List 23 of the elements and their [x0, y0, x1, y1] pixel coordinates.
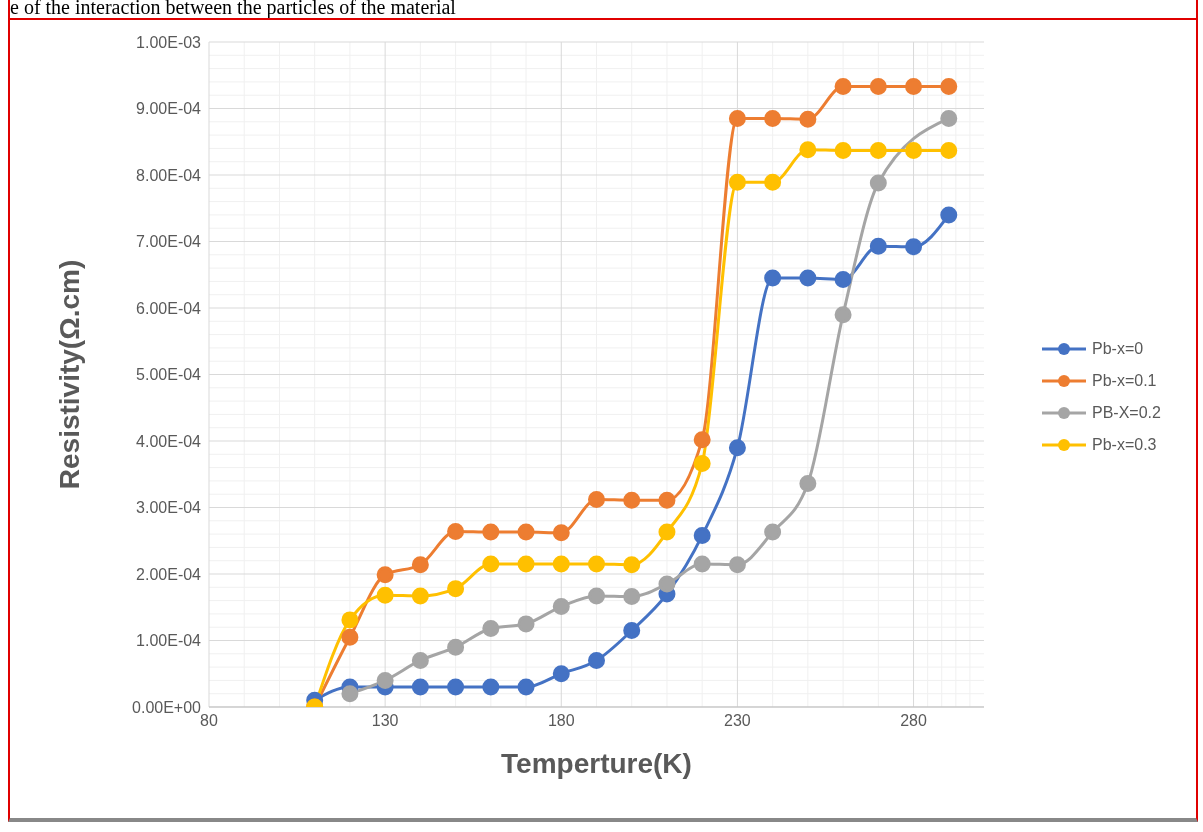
y-tick-label: 1.00E-04 [136, 632, 202, 650]
x-tick-label: 80 [200, 712, 218, 730]
y-tick-label: 9.00E-04 [136, 100, 202, 118]
x-tick-label: 130 [371, 712, 399, 730]
x-axis-title: Temperture(K) [501, 748, 692, 779]
y-tick-label: 0.00E+00 [132, 698, 202, 716]
text: e of the interaction between the particles of the material [10, 0, 456, 19]
y-tick-label: 1.00E-03 [136, 33, 202, 51]
y-tick-label: 4.00E-04 [136, 432, 202, 450]
legend-label: PB-X=0.2 [1092, 404, 1161, 422]
x-tick-label: 180 [547, 712, 575, 730]
x-tick-label: 280 [900, 712, 927, 730]
y-tick-label: 8.00E-04 [136, 166, 202, 184]
y-tick-label: 5.00E-04 [136, 366, 202, 384]
legend-label: Pb-x=0.3 [1092, 436, 1157, 454]
legend-label: Pb-x=0.1 [1092, 372, 1157, 390]
y-tick-label: 7.00E-04 [136, 233, 202, 251]
x-tick-label: 230 [724, 712, 751, 730]
y-tick-label: 6.00E-04 [136, 299, 202, 317]
y-tick-label: 3.00E-04 [136, 499, 202, 517]
legend-label: Pb-x=0 [1092, 340, 1144, 358]
y-tick-label: 2.00E-04 [136, 565, 202, 583]
y-axis-title: Resistivity(Ω.cm) [53, 259, 85, 490]
